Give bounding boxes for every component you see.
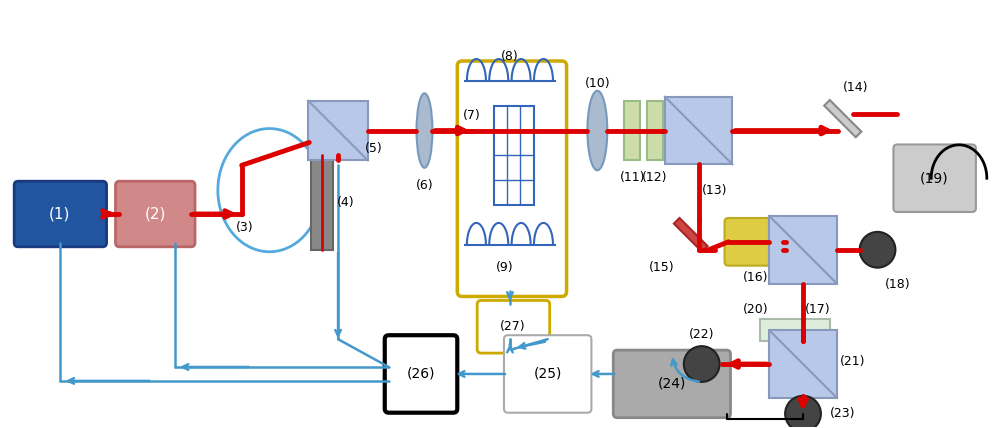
Text: (4): (4) (337, 196, 355, 208)
Ellipse shape (587, 91, 607, 170)
Text: (25): (25) (534, 367, 562, 381)
Polygon shape (665, 97, 732, 164)
FancyBboxPatch shape (116, 181, 195, 247)
Text: (20): (20) (743, 303, 768, 316)
Polygon shape (769, 330, 837, 398)
Text: (12): (12) (642, 171, 668, 184)
Text: (2): (2) (145, 206, 166, 222)
Bar (494, 106, 534, 205)
Text: (9): (9) (496, 261, 514, 274)
Text: (17): (17) (805, 303, 831, 316)
Text: (23): (23) (830, 407, 856, 420)
Text: (5): (5) (365, 142, 383, 155)
FancyBboxPatch shape (14, 181, 107, 247)
FancyBboxPatch shape (613, 350, 730, 418)
Ellipse shape (417, 93, 432, 168)
FancyBboxPatch shape (385, 335, 457, 413)
Text: (3): (3) (236, 221, 253, 235)
Bar (311, 155, 333, 250)
Bar (760, 319, 830, 341)
Text: (14): (14) (843, 81, 868, 94)
Text: (26): (26) (406, 367, 435, 381)
Text: (15): (15) (649, 261, 675, 274)
FancyBboxPatch shape (725, 218, 787, 266)
Text: (27): (27) (500, 320, 526, 333)
Text: (21): (21) (840, 354, 865, 368)
Text: (13): (13) (702, 184, 727, 196)
Text: (22): (22) (689, 328, 714, 341)
Text: (24): (24) (658, 377, 686, 391)
FancyBboxPatch shape (893, 145, 976, 212)
Text: (10): (10) (585, 77, 610, 90)
Text: (6): (6) (416, 178, 433, 192)
Circle shape (785, 396, 821, 428)
Bar (624, 101, 640, 160)
Polygon shape (674, 218, 708, 252)
FancyBboxPatch shape (477, 300, 550, 353)
Polygon shape (308, 101, 368, 160)
Text: (11): (11) (619, 171, 645, 184)
Circle shape (860, 232, 895, 268)
Polygon shape (824, 100, 861, 137)
Text: (7): (7) (463, 109, 481, 122)
Text: (18): (18) (885, 278, 910, 291)
Text: (1): (1) (49, 206, 71, 222)
Polygon shape (769, 216, 837, 283)
Bar (647, 101, 663, 160)
Text: (8): (8) (501, 50, 519, 62)
Text: (19): (19) (920, 171, 948, 185)
Circle shape (684, 346, 720, 382)
FancyBboxPatch shape (457, 61, 567, 297)
Text: (16): (16) (743, 271, 768, 284)
FancyBboxPatch shape (504, 335, 591, 413)
